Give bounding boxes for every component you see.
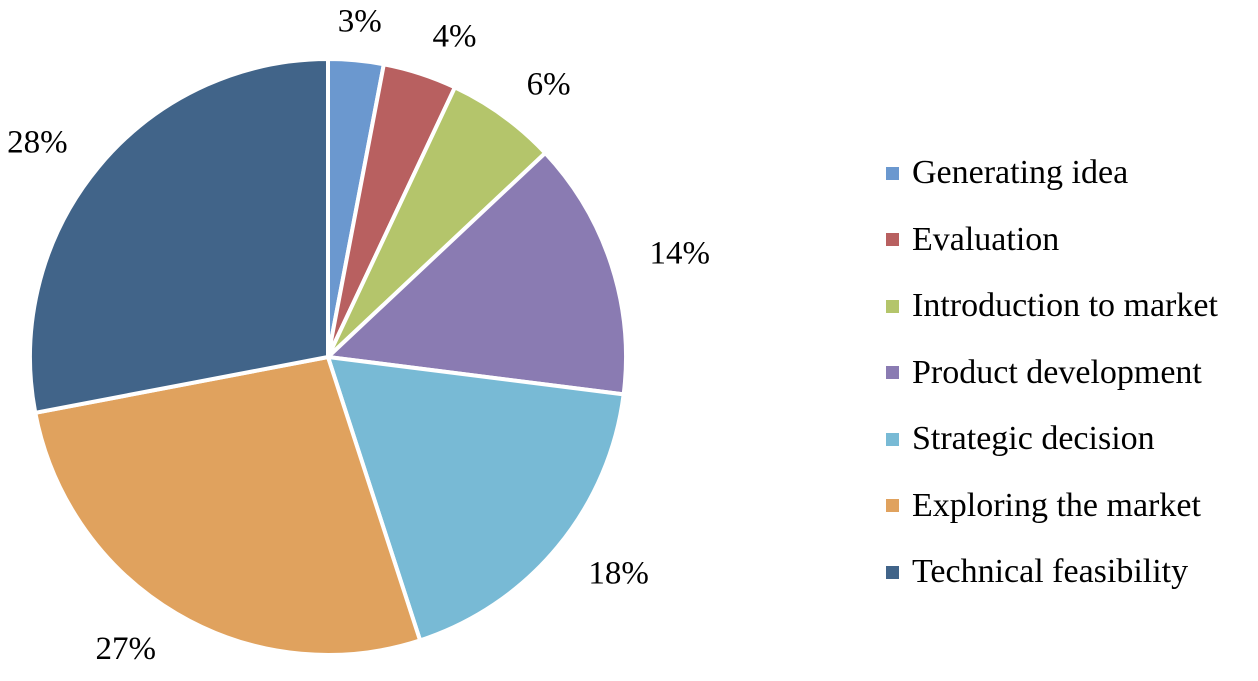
legend-item: Exploring the market (886, 473, 1218, 540)
legend-swatch (886, 166, 899, 180)
legend-label: Technical feasibility (912, 553, 1189, 591)
legend-label: Exploring the market (912, 486, 1201, 524)
legend-swatch (886, 565, 899, 579)
legend-item: Evaluation (886, 207, 1218, 274)
legend-swatch (886, 499, 899, 513)
pie-slice-technical-feasibility (28, 56, 330, 416)
legend-label: Introduction to market (912, 287, 1218, 325)
legend: Generating idea Evaluation Introduction to… (886, 140, 1218, 606)
pie-slice-strategic-decision (325, 354, 626, 643)
legend-swatch (886, 366, 899, 380)
legend-item: Strategic decision (886, 406, 1218, 473)
legend-swatch (886, 233, 899, 247)
legend-swatch (886, 299, 899, 313)
data-label: 27% (95, 631, 156, 667)
legend-item: Technical feasibility (886, 539, 1218, 606)
legend-swatch (886, 432, 899, 446)
data-label: 4% (432, 19, 476, 55)
legend-label: Product development (912, 353, 1202, 391)
data-label: 18% (588, 555, 649, 591)
legend-item: Introduction to market (886, 273, 1218, 340)
legend-label: Evaluation (912, 220, 1060, 258)
data-label: 6% (527, 67, 571, 103)
data-label: 14% (649, 236, 710, 272)
legend-item: Generating idea (886, 140, 1218, 207)
legend-label: Generating idea (912, 154, 1129, 192)
pie-slice-product-development (323, 150, 628, 397)
legend-item: Product development (886, 340, 1218, 407)
data-label: 28% (7, 125, 68, 161)
legend-label: Strategic decision (912, 420, 1155, 458)
pie-slice-exploring-the-market (32, 354, 423, 657)
data-label: 3% (338, 4, 382, 40)
